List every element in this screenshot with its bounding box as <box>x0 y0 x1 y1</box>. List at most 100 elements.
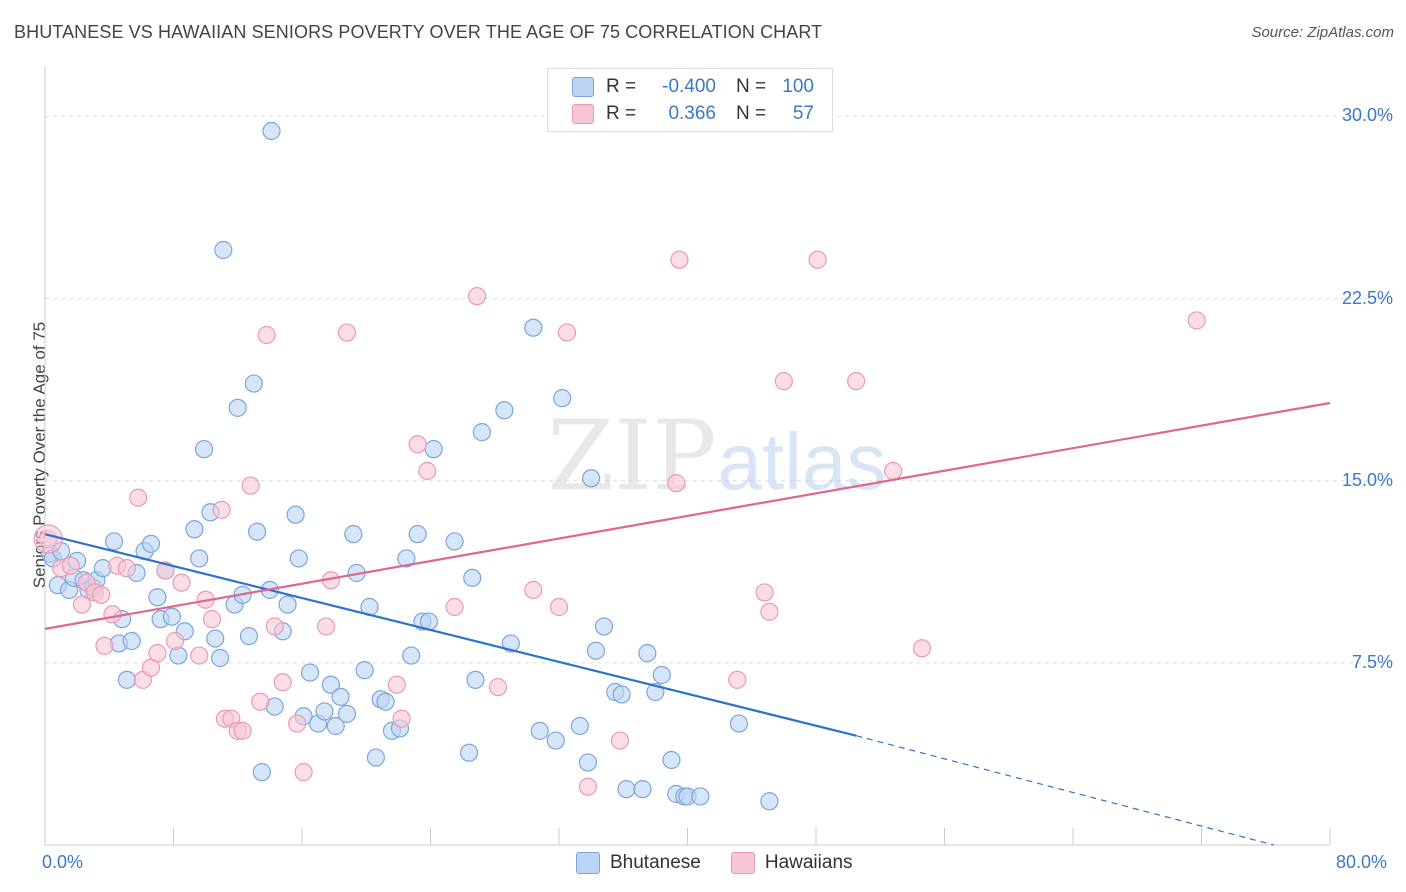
bhutanese-point <box>662 750 681 770</box>
bhutanese-point <box>331 687 350 706</box>
bhutanese-point <box>206 629 225 648</box>
bhutanese-point <box>729 714 749 733</box>
bhutanese-point <box>337 704 357 723</box>
bhutanese-point <box>530 721 549 740</box>
hawaiians-swatch <box>730 852 755 874</box>
n-value: 57 <box>792 103 814 124</box>
hawaiians-point <box>273 673 292 692</box>
series-legend: Bhutanese Hawaiians <box>576 852 883 874</box>
legend-label: Bhutanese <box>610 852 701 873</box>
bhutanese-point <box>586 641 606 660</box>
bhutanese-point <box>286 505 305 524</box>
hawaiians-point <box>72 595 92 614</box>
bhutanese-point <box>214 240 233 260</box>
bhutanese-point <box>190 549 209 568</box>
bhutanese-point <box>262 121 281 141</box>
grid-lines <box>45 115 1390 664</box>
bhutanese-point <box>366 748 385 767</box>
hawaiians-point <box>488 678 508 697</box>
bhutanese-point <box>524 318 543 337</box>
correlation-legend: R = -0.400 N = 100 R = 0.366 N = 57 <box>547 68 833 132</box>
bhutanese-point <box>459 743 479 762</box>
hawaiians-point <box>251 692 270 711</box>
bhutanese-point <box>247 522 267 541</box>
bhutanese-point <box>546 731 565 750</box>
trend-lines <box>44 401 1331 846</box>
hawaiians-point <box>241 476 260 495</box>
bhutanese-point <box>570 716 589 736</box>
hawaiians-point <box>190 646 209 665</box>
hawaiians-point <box>33 524 63 554</box>
bhutanese-point <box>553 389 572 408</box>
hawaiians-point <box>95 636 114 655</box>
hawaiians-point <box>166 631 185 651</box>
hawaiians-trend-line <box>44 401 1331 630</box>
bhutanese-point <box>315 702 334 721</box>
source-label: Source: ZipAtlas.com <box>1251 24 1394 41</box>
hawaiians-point <box>172 573 191 592</box>
bhutanese-point <box>652 665 671 685</box>
r-value: 0.366 <box>668 103 716 124</box>
r-label: R = <box>606 76 637 97</box>
hawaiians-point <box>103 605 122 624</box>
legend-item-hawaiians: Hawaiians <box>730 852 853 874</box>
bhutanese-point <box>185 520 204 539</box>
bhutanese-point <box>445 532 464 551</box>
watermark: ZIP atlas <box>547 400 886 512</box>
bhutanese-point <box>578 753 598 772</box>
hawaiians-point <box>129 488 148 507</box>
bhutanese-point <box>148 588 167 607</box>
bhutanese-point <box>117 670 137 689</box>
hawaiians-point <box>337 323 357 342</box>
hawaiians-points <box>33 250 1206 796</box>
hawaiians-point <box>387 675 406 694</box>
hawaiians-point <box>808 250 827 269</box>
hawaiians-point <box>257 325 276 345</box>
y-tick-label: 7.5% <box>1351 651 1393 672</box>
hawaiians-point <box>265 617 284 636</box>
hawaiians-point <box>148 644 167 663</box>
bhutanese-point <box>355 661 374 680</box>
y-tick-label: 30.0% <box>1341 105 1393 126</box>
hawaiians-point <box>316 617 336 636</box>
hawaiians-point <box>557 323 577 342</box>
bhutanese-point <box>397 549 416 568</box>
hawaiians-point <box>755 583 774 602</box>
bhutanese-point <box>376 692 395 711</box>
bhutanese-point <box>408 525 427 544</box>
bhutanese-point <box>300 663 320 682</box>
bhutanese-trend-line <box>44 533 857 737</box>
bhutanese-point <box>141 534 161 553</box>
bhutanese-point <box>424 440 443 459</box>
hawaiians-point <box>728 670 747 689</box>
watermark-atlas: atlas <box>718 417 887 506</box>
bhutanese-point <box>691 787 710 806</box>
bhutanese-point <box>228 398 247 417</box>
bhutanese-point <box>278 595 297 614</box>
bhutanese-point <box>321 675 341 694</box>
bhutanese-point <box>289 549 308 568</box>
hawaiians-point <box>847 372 866 391</box>
bhutanese-point <box>582 469 601 488</box>
bhutanese-point <box>594 617 614 636</box>
bhutanese-point <box>252 763 271 782</box>
bhutanese-point <box>402 646 421 665</box>
bhutanese-point <box>495 401 514 420</box>
hawaiians-point <box>202 610 222 629</box>
hawaiians-point <box>774 372 793 391</box>
bhutanese-trend-extension <box>856 735 1274 846</box>
hawaiians-point <box>883 461 903 481</box>
hawaiians-point <box>467 287 487 306</box>
hawaiians-point <box>233 721 252 740</box>
hawaiians-point <box>61 556 80 575</box>
hawaiians-point <box>117 559 137 578</box>
bhutanese-point <box>210 648 230 668</box>
hawaiians-point <box>610 731 630 750</box>
hawaiians-point <box>670 250 689 269</box>
hawaiians-point <box>524 580 543 600</box>
n-label: N = <box>736 103 767 124</box>
bhutanese-swatch <box>576 852 600 874</box>
legend-row-bhutanese: R = -0.400 N = 100 <box>572 75 814 99</box>
bhutanese-swatch <box>572 77 594 97</box>
watermark-zip: ZIP <box>547 400 716 512</box>
